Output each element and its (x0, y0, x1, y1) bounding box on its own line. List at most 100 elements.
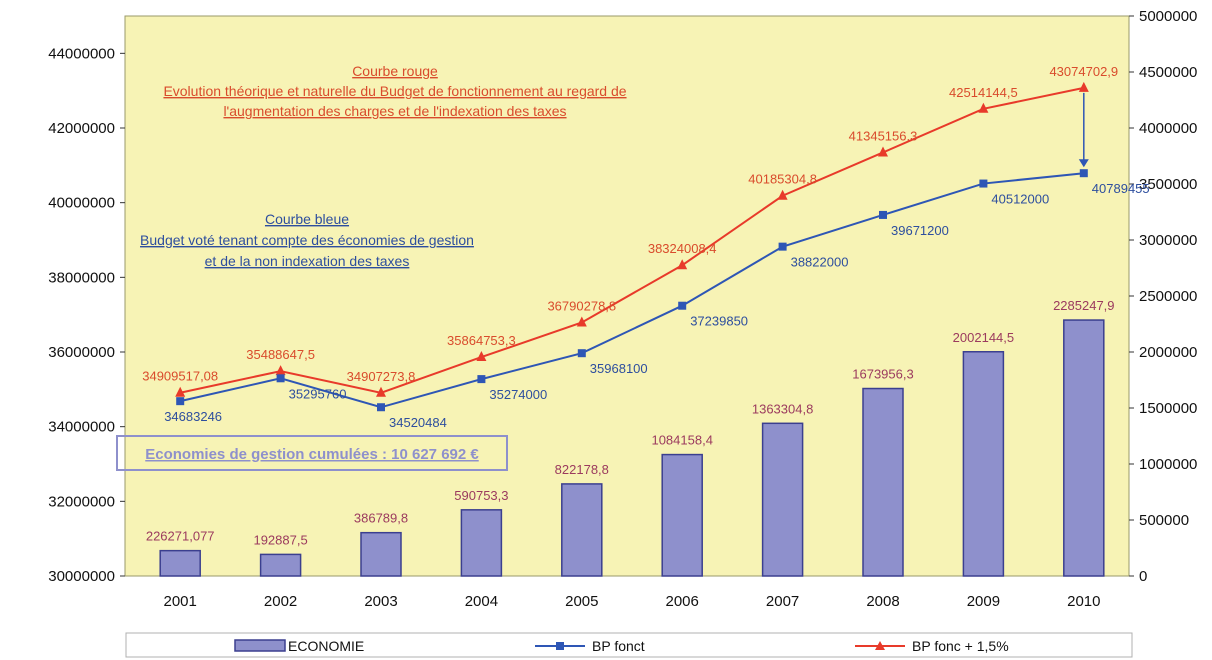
bp-fonc-point (978, 102, 989, 113)
bp-fonct-point-label: 35968100 (590, 361, 648, 376)
legend-bp-fonct-marker (556, 642, 564, 650)
economie-bar-label: 1673956,3 (852, 367, 913, 382)
category-label: 2005 (565, 593, 598, 610)
category-label: 2006 (666, 593, 699, 610)
economie-bar-label: 226271,077 (146, 529, 215, 544)
economie-bar (761, 422, 804, 577)
bp-fonct-point (678, 301, 687, 310)
bp-fonc-point-label: 34907273,8 (347, 369, 416, 384)
bp-fonct-point (979, 179, 988, 188)
bp-fonct-point (377, 403, 385, 412)
economie-bar (259, 553, 302, 577)
category-label: 2007 (766, 593, 799, 610)
category-label: 2001 (164, 593, 197, 610)
difference-arrow (1078, 92, 1089, 168)
bp-fonct-line (179, 172, 1084, 409)
bp-fonct-point-label: 40512000 (991, 192, 1049, 207)
economie-bar (360, 531, 402, 577)
category-axis: 2001 2002 2003 2004 2005 2006 2007 2008 2009 2010 (164, 593, 1101, 610)
category-label: 2003 (364, 593, 397, 610)
economie-bar (862, 387, 904, 577)
bp-fonct-point (879, 210, 887, 219)
blue-curve-title: Courbe bleue (265, 211, 349, 227)
bp-fonct-point-label: 34520484 (389, 415, 447, 430)
economie-bar (159, 549, 201, 577)
bp-fonc-point (376, 386, 386, 397)
economie-bar-label: 2002144,5 (953, 330, 1014, 345)
left-axis: 30000000 32000000 34000000 36000000 38000000… (48, 45, 125, 585)
economie-bar-label: 1363304,8 (752, 401, 813, 416)
blue-curve-desc-line1: Budget voté tenant compte des économies … (140, 232, 474, 248)
legend-bp-fonct-label: BP fonct (592, 638, 645, 654)
right-tick-label: 1000000 (1139, 456, 1197, 473)
bp-fonct-point-label: 37239850 (690, 314, 748, 329)
right-tick-label: 2000000 (1139, 344, 1197, 361)
left-tick-label: 38000000 (48, 269, 115, 286)
category-label: 2010 (1067, 593, 1100, 610)
bp-fonct-point (778, 242, 787, 251)
right-tick-label: 3500000 (1139, 176, 1197, 193)
right-tick-label: 0 (1139, 568, 1147, 585)
economie-bar-labels: 226271,077 192887,5 386789,8 590753,3 822178… (146, 298, 1115, 547)
bp-fonc-point-label: 35864753,3 (447, 333, 516, 348)
bp-fonc-line (179, 86, 1085, 394)
bp-fonc-point-label: 42514144,5 (949, 85, 1018, 100)
economie-bar-label: 2285247,9 (1053, 298, 1114, 313)
economie-bars (159, 319, 1105, 577)
bp-fonct-point (176, 397, 185, 406)
economie-bar (561, 483, 603, 577)
legend-economie-label: ECONOMIE (288, 638, 364, 654)
line-point-labels: 34909517,08 35488647,5 34907273,8 35864753,… (142, 64, 1149, 430)
economie-bar-label: 192887,5 (253, 532, 307, 547)
bp-fonc-point-label: 36790278,8 (547, 298, 616, 313)
bp-fonc-point (777, 189, 788, 200)
economie-bar (962, 351, 1005, 577)
bp-fonct-point (1079, 169, 1088, 178)
bp-fonct-point-label: 35295760 (289, 386, 347, 401)
bp-fonct-point (577, 349, 586, 358)
red-curve-desc-line1: Evolution théorique et naturelle du Budg… (163, 83, 626, 99)
right-tick-label: 4500000 (1139, 64, 1197, 81)
line-series (175, 81, 1089, 412)
bp-fonc-point-label: 35488647,5 (246, 347, 315, 362)
bp-fonct-point (276, 374, 285, 383)
bp-fonc-point (175, 386, 186, 397)
legend-bp-fonc-marker (875, 641, 885, 650)
left-tick-label: 44000000 (48, 45, 115, 62)
bp-fonc-point (476, 351, 487, 362)
bp-fonc-point (1078, 81, 1089, 92)
bp-fonct-point-label: 39671200 (891, 223, 949, 238)
right-tick-label: 500000 (1139, 512, 1189, 529)
bp-fonct-point-label: 35274000 (489, 387, 547, 402)
bp-fonc-point (677, 259, 688, 270)
bp-fonct-point (477, 375, 486, 384)
left-tick-label: 34000000 (48, 419, 115, 436)
right-tick-label: 1500000 (1139, 400, 1197, 417)
right-tick-label: 4000000 (1139, 120, 1197, 137)
legend-frame (125, 632, 1133, 658)
bp-fonc-point-label: 34909517,08 (142, 369, 218, 384)
arrow-head (1078, 159, 1089, 168)
savings-box (116, 435, 508, 471)
bp-fonc-point-label: 38324008,4 (648, 241, 717, 256)
economie-bar-label: 1084158,4 (651, 433, 712, 448)
economie-bar (1063, 319, 1105, 577)
left-tick-label: 30000000 (48, 568, 115, 585)
savings-box-text: Economies de gestion cumulées : 10 627 6… (145, 446, 479, 463)
category-label: 2008 (866, 593, 899, 610)
red-curve-title: Courbe rouge (352, 63, 438, 79)
bp-fonc-point (275, 365, 286, 376)
left-tick-label: 42000000 (48, 120, 115, 137)
left-tick-label: 32000000 (48, 493, 115, 510)
economie-bar-label: 590753,3 (454, 488, 508, 503)
economie-bar (661, 453, 703, 577)
bp-fonct-point-label: 40789455 (1092, 181, 1150, 196)
red-curve-desc-line2: l'augmentation des charges et de l'index… (223, 103, 566, 119)
economie-bar (460, 509, 503, 577)
category-label: 2002 (264, 593, 297, 610)
left-tick-label: 36000000 (48, 344, 115, 361)
right-tick-label: 3000000 (1139, 232, 1197, 249)
bp-fonc-point-label: 40185304,8 (748, 172, 817, 187)
economie-bar-label: 822178,8 (555, 462, 609, 477)
